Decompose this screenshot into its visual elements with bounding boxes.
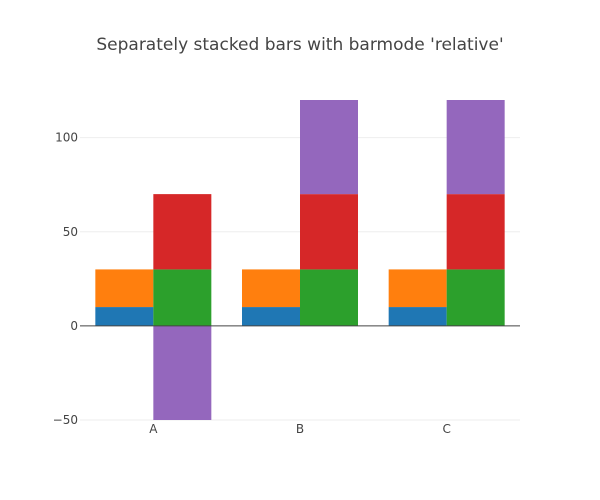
- bar: [388, 307, 447, 326]
- bar: [446, 100, 505, 195]
- bar: [153, 194, 212, 270]
- bar: [300, 194, 358, 270]
- bar: [95, 307, 154, 326]
- bar: [242, 307, 300, 326]
- bar: [300, 269, 358, 326]
- bar: [153, 325, 212, 420]
- bar: [95, 269, 154, 308]
- bar: [388, 269, 447, 308]
- bar: [242, 269, 300, 308]
- y-tick-label: 100: [55, 131, 78, 145]
- bar: [300, 100, 358, 195]
- y-tick-label: 0: [70, 319, 78, 333]
- bars: [95, 100, 505, 420]
- bar: [153, 269, 212, 326]
- bar: [446, 269, 505, 326]
- x-tick-label: B: [296, 422, 304, 436]
- chart-title: Separately stacked bars with barmode 're…: [96, 35, 503, 55]
- y-tick-label: −50: [53, 413, 78, 427]
- y-tick-label: 50: [63, 225, 78, 239]
- axes: −50 0 50 100 A B C: [53, 131, 520, 436]
- bar: [446, 194, 505, 270]
- x-tick-label: A: [149, 422, 158, 436]
- x-tick-label: C: [442, 422, 450, 436]
